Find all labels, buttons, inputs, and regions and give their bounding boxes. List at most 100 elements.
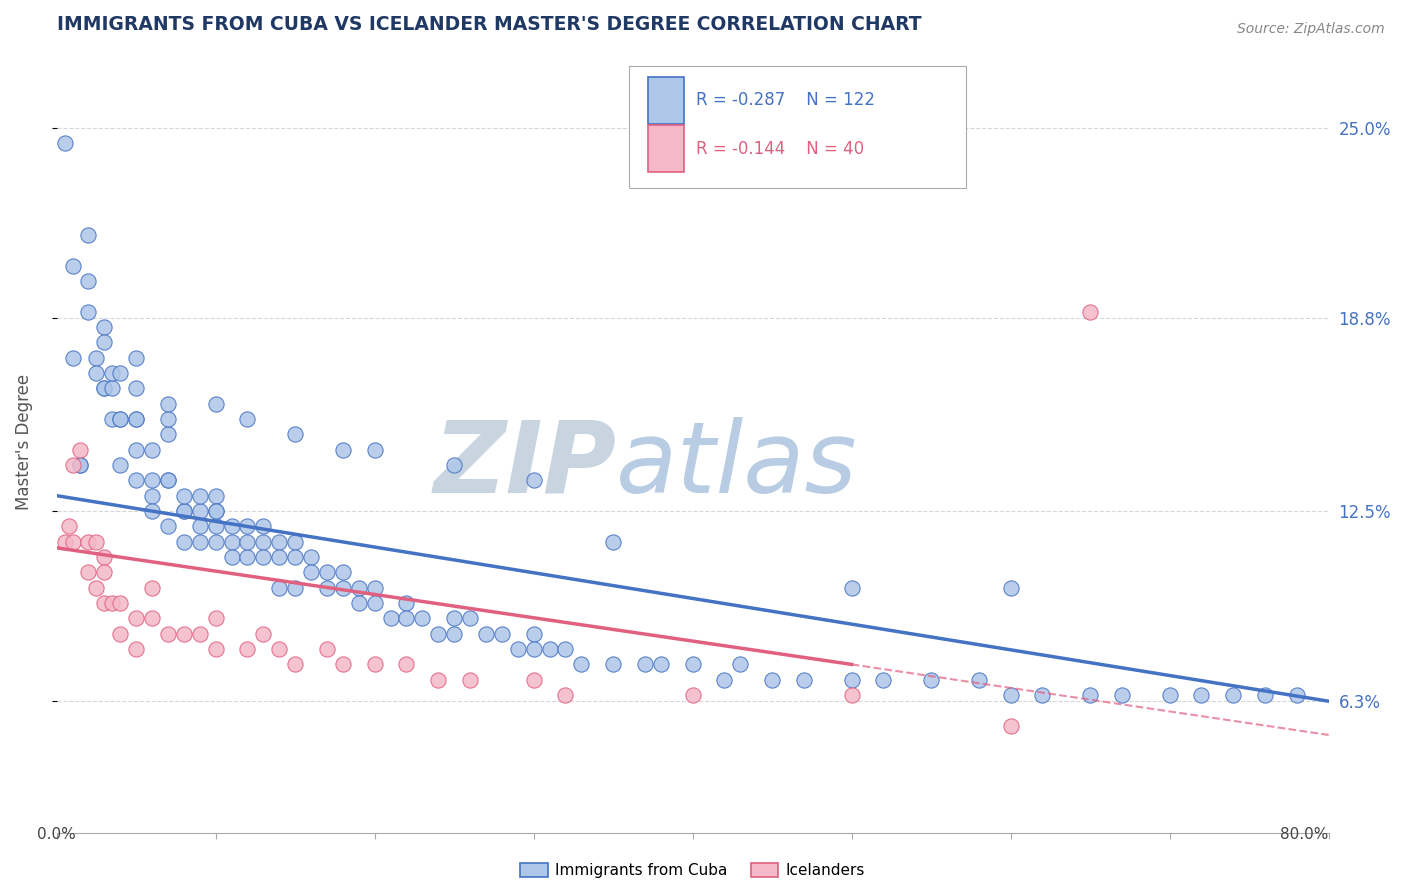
Point [110,626,132,640]
Text: Source: ZipAtlas.com: Source: ZipAtlas.com [1237,22,1385,37]
Y-axis label: Master's Degree: Master's Degree [15,374,32,510]
Point [491,626,513,640]
Point [236,534,259,549]
Point [173,504,195,518]
Point [252,549,274,564]
Point [62,458,84,472]
Point [920,673,942,687]
Point [443,626,465,640]
Point [93,549,115,564]
Point [841,673,863,687]
Point [1222,688,1244,702]
Point [125,642,148,657]
Point [427,626,450,640]
Point [269,549,291,564]
FancyBboxPatch shape [628,67,966,187]
Point [77,534,100,549]
Point [761,673,783,687]
Point [110,366,132,380]
Point [53,534,76,549]
Point [156,473,179,487]
Point [1159,688,1181,702]
Point [173,626,195,640]
Point [93,320,115,334]
Point [188,534,211,549]
Point [58,519,80,533]
Point [284,427,307,442]
Point [125,412,148,426]
Point [347,581,370,595]
Point [602,534,624,549]
Point [156,397,179,411]
Point [125,611,148,625]
Point [101,596,124,610]
Point [141,611,163,625]
Point [86,581,108,595]
Point [141,473,163,487]
Point [730,657,752,672]
Point [93,596,115,610]
Point [236,412,259,426]
Point [69,458,91,472]
Point [156,626,179,640]
Text: ZIP: ZIP [433,417,616,514]
Point [395,657,418,672]
Point [86,351,108,365]
Point [204,519,226,533]
Point [53,136,76,150]
Point [1031,688,1053,702]
Point [523,673,546,687]
Point [443,611,465,625]
Point [221,519,243,533]
Point [204,611,226,625]
Point [252,519,274,533]
Point [332,657,354,672]
Point [204,534,226,549]
Point [156,473,179,487]
Point [299,566,322,580]
Point [188,504,211,518]
Point [101,366,124,380]
Point [316,566,339,580]
Point [872,673,894,687]
Point [110,412,132,426]
Point [347,596,370,610]
Point [221,549,243,564]
Point [569,657,592,672]
Point [77,304,100,318]
Point [713,673,735,687]
Point [284,581,307,595]
Point [188,519,211,533]
Point [1191,688,1213,702]
Point [125,351,148,365]
Point [1078,688,1101,702]
Point [62,534,84,549]
Point [332,581,354,595]
Point [395,596,418,610]
Point [682,688,704,702]
Point [682,657,704,672]
Point [125,381,148,395]
Point [554,642,576,657]
Point [269,642,291,657]
Point [411,611,433,625]
Legend: Immigrants from Cuba, Icelanders: Immigrants from Cuba, Icelanders [515,857,872,884]
Point [110,596,132,610]
Point [1000,719,1022,733]
Point [1254,688,1277,702]
Point [458,611,481,625]
Point [316,581,339,595]
Point [156,427,179,442]
Point [110,412,132,426]
Point [156,519,179,533]
Point [299,549,322,564]
Point [69,442,91,457]
Point [125,473,148,487]
Point [475,626,498,640]
Point [523,642,546,657]
Point [380,611,402,625]
Point [284,657,307,672]
Point [269,581,291,595]
Point [363,596,385,610]
Text: 80.0%: 80.0% [1281,827,1329,842]
